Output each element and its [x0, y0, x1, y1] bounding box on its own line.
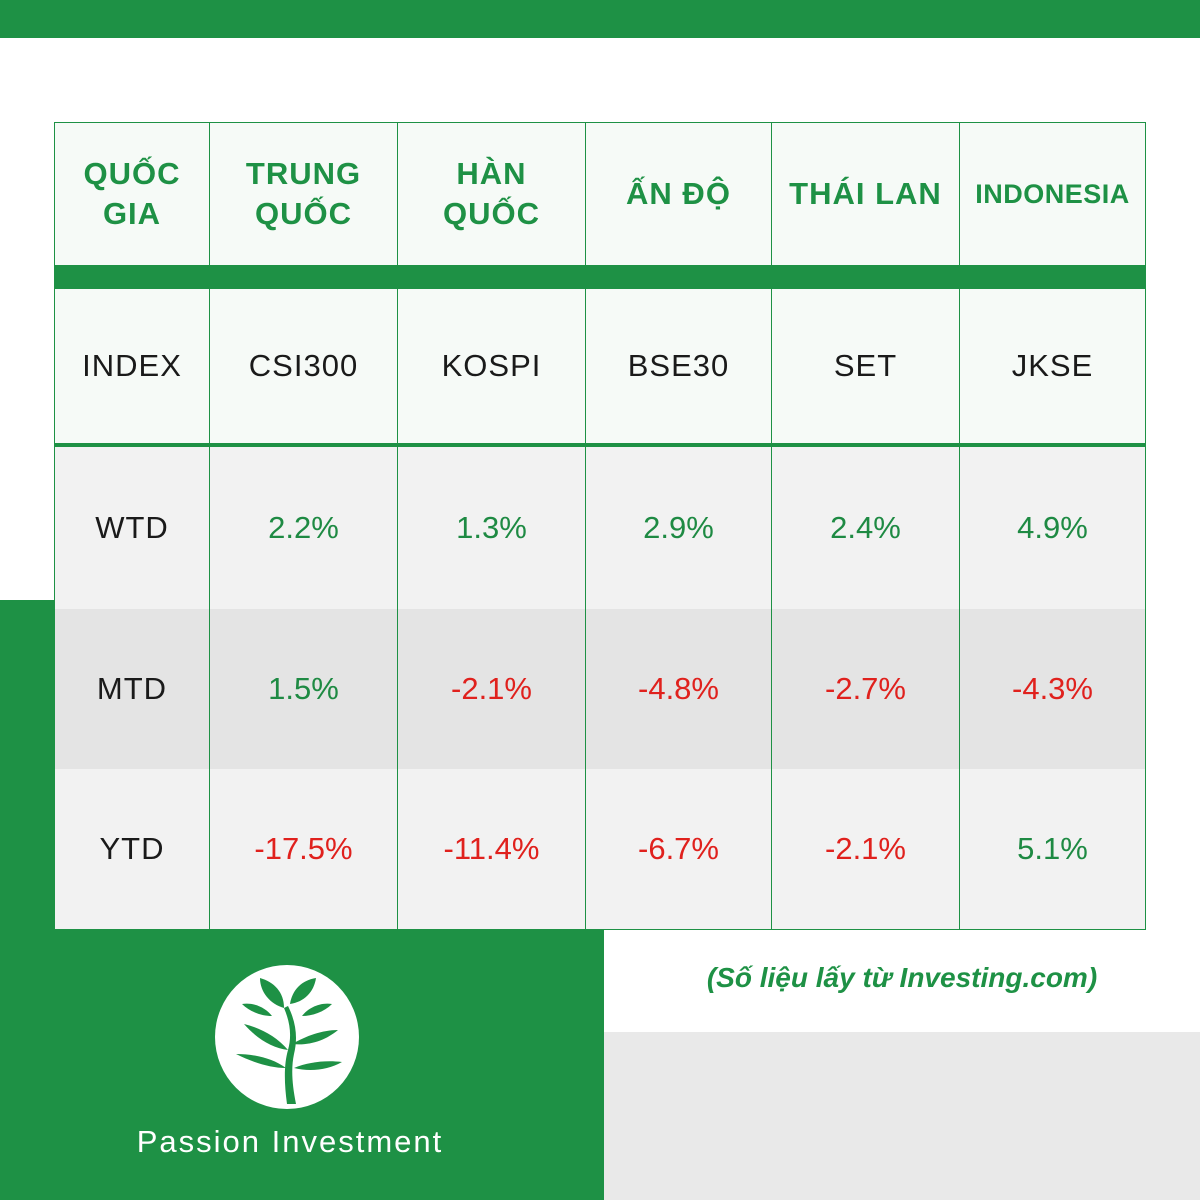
header-cell-india: ẤN ĐỘ: [585, 123, 771, 265]
value-cell: 2.4%: [771, 447, 959, 609]
header-cell-korea: HÀN QUỐC: [397, 123, 585, 265]
header-label: QUỐC GIA: [83, 156, 181, 231]
country-label: ẤN ĐỘ: [626, 176, 731, 211]
country-label: HÀN QUỐC: [443, 156, 540, 231]
header-cell-china: TRUNG QUỐC: [209, 123, 397, 265]
value-cell: 1.5%: [209, 609, 397, 769]
value-cell: -4.8%: [585, 609, 771, 769]
row-label: YTD: [99, 831, 165, 866]
value-cell: 2.2%: [209, 447, 397, 609]
index-cell: CSI300: [209, 289, 397, 443]
value-cell: -4.3%: [959, 609, 1145, 769]
row-label-cell: WTD: [55, 447, 209, 609]
percent-value: 1.5%: [268, 671, 339, 706]
header-divider-band: [55, 265, 1145, 289]
index-cell: KOSPI: [397, 289, 585, 443]
index-performance-table: QUỐC GIA TRUNG QUỐC HÀN QUỐC ẤN ĐỘ THÁI …: [54, 122, 1146, 930]
gray-background-block: [604, 1032, 1200, 1200]
percent-value: -2.1%: [451, 671, 532, 706]
index-cell: JKSE: [959, 289, 1145, 443]
percent-value: -4.3%: [1012, 671, 1093, 706]
percent-value: -6.7%: [638, 831, 719, 866]
index-name: JKSE: [1011, 348, 1094, 383]
percent-value: 5.1%: [1017, 831, 1088, 866]
row-label: WTD: [95, 510, 169, 545]
percent-value: 1.3%: [456, 510, 527, 545]
value-cell: -2.1%: [771, 769, 959, 929]
row-label-cell: YTD: [55, 769, 209, 929]
row-label-cell: MTD: [55, 609, 209, 769]
index-cell: SET: [771, 289, 959, 443]
index-name: SET: [833, 348, 898, 383]
value-cell: -2.7%: [771, 609, 959, 769]
percent-value: -4.8%: [638, 671, 719, 706]
header-cell-indonesia: INDONESIA: [959, 123, 1145, 265]
percent-value: -11.4%: [443, 831, 540, 866]
row-label: MTD: [96, 671, 168, 706]
percent-value: -2.7%: [825, 671, 906, 706]
value-cell: -11.4%: [397, 769, 585, 929]
index-name: BSE30: [627, 348, 730, 383]
header-cell-thailand: THÁI LAN: [771, 123, 959, 265]
brand-name: Passion Investment: [136, 1124, 444, 1159]
value-cell: 2.9%: [585, 447, 771, 609]
value-cell: 5.1%: [959, 769, 1145, 929]
index-name: KOSPI: [441, 348, 542, 383]
table-row-ytd: YTD -17.5% -11.4% -6.7% -2.1% 5.1%: [55, 769, 1145, 929]
source-note: (Số liệu lấy từ Investing.com): [706, 962, 1098, 993]
header-cell-row-label: QUỐC GIA: [55, 123, 209, 265]
country-label: INDONESIA: [975, 179, 1130, 209]
index-row: INDEX CSI300 KOSPI BSE30 SET JKSE: [55, 289, 1145, 443]
table-row-mtd: MTD 1.5% -2.1% -4.8% -2.7% -4.3%: [55, 609, 1145, 769]
index-name: CSI300: [248, 348, 359, 383]
percent-value: -17.5%: [254, 831, 353, 866]
percent-value: 2.2%: [268, 510, 339, 545]
index-label-cell: INDEX: [55, 289, 209, 443]
percent-value: 4.9%: [1017, 510, 1088, 545]
value-cell: -2.1%: [397, 609, 585, 769]
top-green-bar: [0, 0, 1200, 38]
index-divider-line: [55, 443, 1145, 447]
country-label: TRUNG QUỐC: [245, 156, 362, 231]
value-cell: 1.3%: [397, 447, 585, 609]
country-label: THÁI LAN: [789, 176, 942, 211]
value-cell: -17.5%: [209, 769, 397, 929]
value-cell: -6.7%: [585, 769, 771, 929]
header-row: QUỐC GIA TRUNG QUỐC HÀN QUỐC ẤN ĐỘ THÁI …: [55, 123, 1145, 265]
table-row-wtd: WTD 2.2% 1.3% 2.9% 2.4% 4.9%: [55, 447, 1145, 609]
tree-logo-icon: [215, 965, 359, 1109]
value-cell: 4.9%: [959, 447, 1145, 609]
percent-value: 2.4%: [830, 510, 901, 545]
index-cell: BSE30: [585, 289, 771, 443]
index-label: INDEX: [82, 348, 182, 383]
percent-value: 2.9%: [643, 510, 714, 545]
percent-value: -2.1%: [825, 831, 906, 866]
